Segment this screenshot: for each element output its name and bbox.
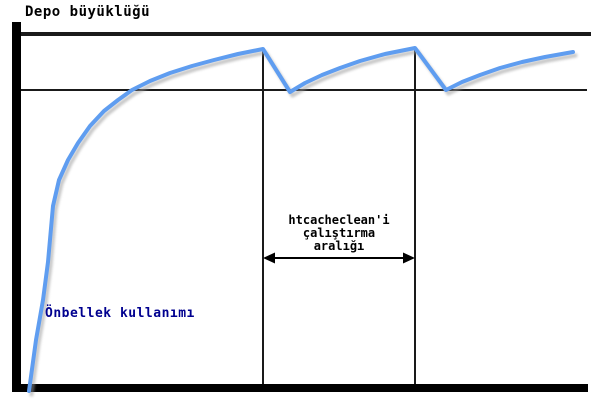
storage-size-limit-line [21,32,591,36]
cache-usage-curve-shadow [29,49,578,397]
y-axis [12,22,21,392]
interval-annotation-line1: htcacheclean'i [288,213,390,227]
htcacheclean-run-1-line [262,49,264,384]
y-axis-title: Depo büyüklüğü [25,4,151,20]
interval-annotation-line2: çalıştırma [302,226,376,240]
interval-annotation-line3: aralığı [313,239,365,253]
cache-usage-label: Önbellek kullanımı [45,306,195,321]
cache-usage-curve [27,46,575,393]
htcacheclean-run-2-line [414,50,416,384]
x-axis [12,384,588,392]
interval-arrow-left-head-icon [263,252,275,264]
interval-arrow-right-head-icon [403,252,415,264]
interval-annotation: htcacheclean'i çalıştırma aralığı [263,214,415,253]
